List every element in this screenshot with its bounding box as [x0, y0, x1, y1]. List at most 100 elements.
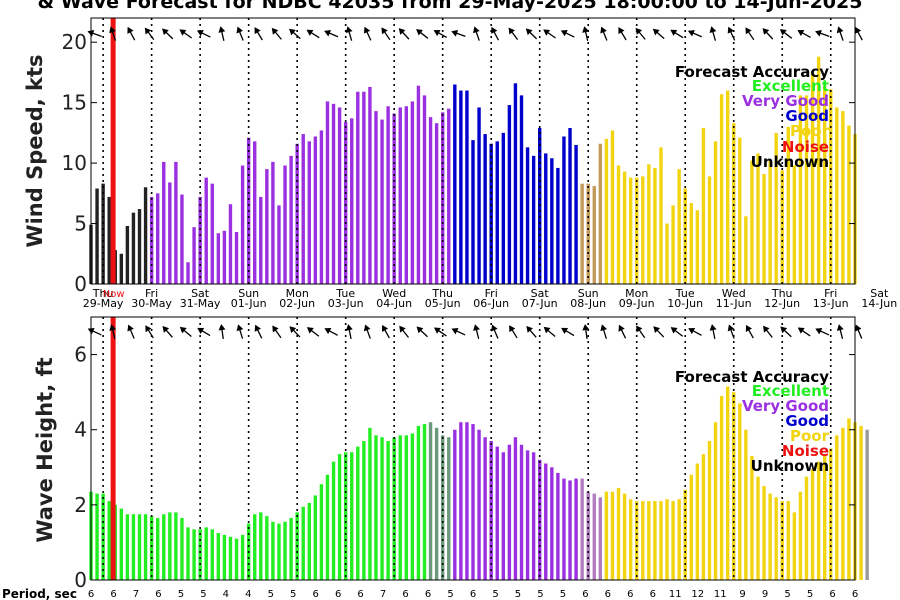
wind-bar	[362, 91, 366, 284]
wave-bar	[174, 512, 178, 580]
wave-direction-arrow	[433, 327, 447, 337]
period-value: 6	[829, 589, 835, 600]
wave-bar	[804, 476, 809, 580]
wave-direction-arrow	[815, 327, 830, 336]
wave-direction-arrow	[162, 325, 173, 338]
wind-bar	[738, 137, 742, 284]
wind-bar	[574, 144, 578, 284]
wind-direction-arrow	[635, 27, 646, 40]
day-weekday-label: Wed	[722, 287, 746, 300]
wave-bar	[325, 474, 330, 580]
wind-bar	[677, 169, 681, 284]
wave-direction-arrow	[324, 327, 338, 336]
wind-bar	[525, 147, 530, 284]
wave-bar	[519, 444, 524, 580]
wind-bar	[168, 182, 172, 284]
wave-direction-arrow	[543, 326, 556, 337]
day-date-label: 08-Jun	[570, 297, 606, 310]
wind-bar	[398, 107, 402, 284]
wind-bar	[313, 136, 318, 284]
wind-legend-good: Good	[785, 107, 829, 125]
period-value: 6	[650, 589, 656, 600]
wave-direction-arrow	[763, 325, 773, 338]
wave-bar	[301, 506, 305, 580]
wind-bar	[719, 94, 724, 284]
wave-bar	[428, 422, 433, 580]
wind-direction-arrow	[271, 27, 282, 40]
wave-direction-arrow	[272, 325, 282, 339]
wave-bar	[228, 536, 233, 580]
wind-direction-arrow	[345, 26, 353, 41]
wind-direction-arrow	[433, 29, 448, 38]
wind-direction-arrow	[491, 26, 500, 41]
wave-bar	[847, 418, 851, 580]
wave-direction-arrow	[836, 324, 844, 339]
wave-bar	[459, 422, 463, 580]
period-value: 11	[669, 589, 682, 600]
wind-bar	[701, 128, 706, 284]
period-value: 6	[425, 589, 431, 600]
wave-bar	[762, 486, 766, 580]
wind-direction-arrow	[836, 26, 844, 41]
wave-bar	[622, 493, 627, 580]
wind-bar	[792, 165, 797, 284]
wind-bar	[410, 101, 415, 285]
wind-bar	[538, 128, 542, 284]
wind-legend-very-good: Very Good	[742, 92, 829, 110]
wave-bar	[392, 437, 396, 580]
wind-bar	[180, 194, 184, 284]
wave-bar	[501, 452, 506, 580]
wind-bar	[325, 101, 330, 285]
wave-bar	[168, 512, 172, 580]
day-date-label: 12-Jun	[764, 297, 800, 310]
wind-bar	[744, 216, 748, 284]
wave-bar	[550, 467, 554, 580]
wind-bar	[386, 106, 390, 284]
period-value: 4	[223, 589, 229, 600]
wind-direction-arrow	[745, 27, 755, 41]
wind-bar	[665, 223, 669, 284]
wave-bar	[738, 403, 742, 580]
wave-bar	[647, 501, 651, 580]
wind-bar	[101, 183, 105, 284]
wave-bar	[477, 429, 481, 580]
wave-bar	[422, 424, 427, 580]
wave-bar	[307, 502, 311, 580]
wave-direction-arrow	[709, 324, 717, 339]
wind-direction-arrow	[670, 29, 684, 39]
wind-bar	[210, 183, 214, 284]
wind-bar	[550, 158, 554, 284]
wind-bar	[216, 233, 221, 284]
wave-bar	[101, 493, 105, 580]
wave-direction-arrow	[197, 327, 211, 337]
wave-bar	[653, 501, 657, 580]
wind-bar	[368, 86, 372, 284]
wave-bar	[641, 501, 645, 580]
day-weekday-label: Thu	[92, 287, 114, 300]
wind-bar	[240, 165, 245, 284]
wave-bar	[792, 512, 797, 580]
wind-direction-arrow	[398, 28, 410, 40]
wind-direction-arrow	[254, 27, 263, 41]
day-date-label: 02-Jun	[279, 297, 315, 310]
wind-bar	[131, 212, 136, 284]
wind-ytick-label: 20	[62, 30, 87, 54]
wave-bar	[531, 452, 536, 580]
wave-direction-arrow	[797, 327, 811, 337]
wind-bar	[641, 176, 645, 284]
wind-ytick-label: 10	[62, 151, 87, 175]
wind-bar	[465, 90, 469, 284]
wind-bar	[568, 128, 572, 284]
wave-ytick-label: 2	[74, 493, 87, 517]
wave-bar	[180, 518, 184, 580]
wave-bar	[198, 529, 202, 580]
wave-bar	[628, 499, 633, 580]
day-date-label: 29-May	[83, 297, 124, 310]
wind-direction-arrow	[709, 26, 717, 41]
period-value: 6	[313, 589, 319, 600]
wind-bar	[192, 227, 196, 284]
wind-direction-arrow	[179, 29, 193, 39]
wind-direction-arrow	[779, 29, 793, 39]
wind-bar	[786, 126, 790, 284]
wave-bar	[677, 499, 681, 580]
